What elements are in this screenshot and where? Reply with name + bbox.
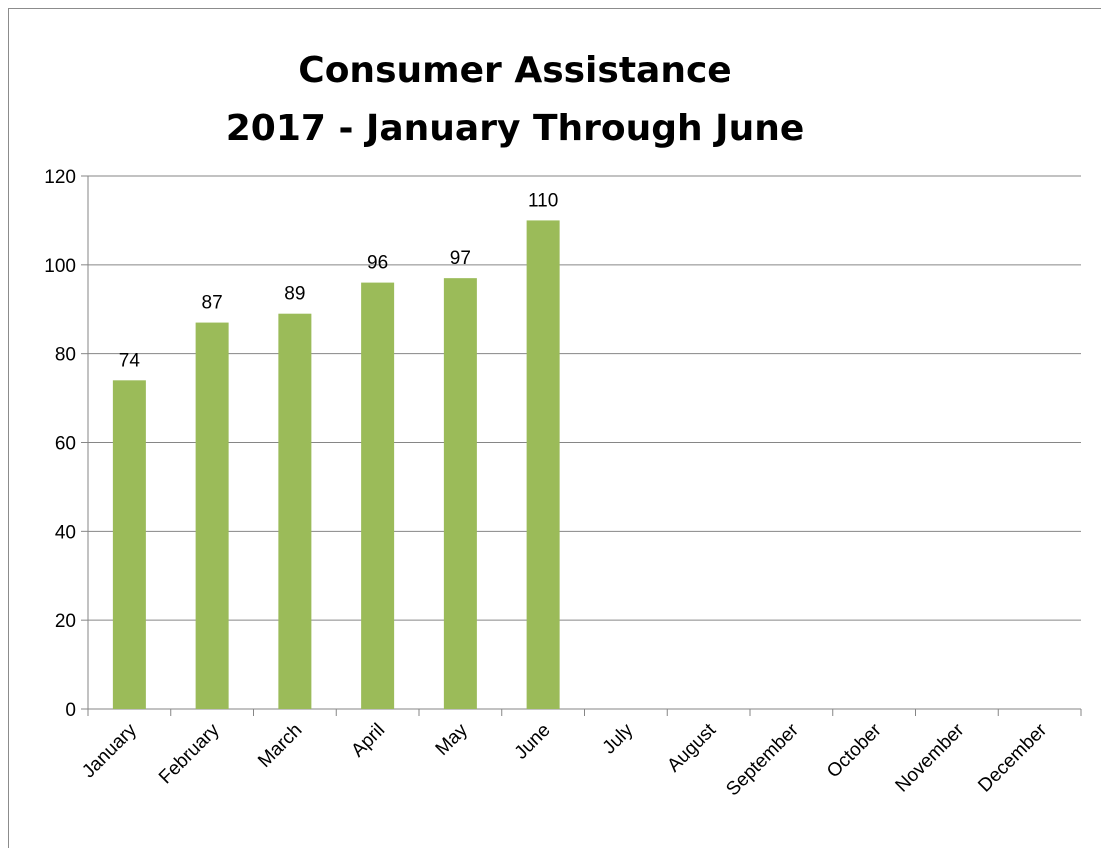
chart-title-line-2: 2017 - January Through June: [225, 108, 805, 149]
x-tick-label-january: January: [78, 719, 141, 782]
data-label-march: 89: [284, 284, 305, 305]
x-tick-label-october: October: [823, 719, 886, 782]
data-label-february: 87: [202, 293, 223, 314]
x-tick-label-may: May: [432, 719, 473, 760]
gridlines: [88, 175, 1081, 621]
y-tick-label: 120: [44, 167, 76, 188]
data-label-may: 97: [450, 248, 471, 269]
axes: [81, 175, 1082, 716]
bar-june: [526, 220, 560, 709]
y-tick-label: 0: [65, 700, 76, 721]
chart-title: Consumer Assistance 2017 - January Throu…: [0, 42, 1030, 158]
x-tick-label-june: June: [511, 720, 555, 764]
x-tick-label-february: February: [155, 719, 224, 788]
bar-april: [361, 282, 395, 709]
x-tick-label-march: March: [254, 720, 306, 772]
chart-frame: [8, 8, 1101, 848]
data-label-june: 110: [528, 190, 558, 211]
x-tick-label-september: September: [722, 719, 803, 800]
x-tick-label-april: April: [347, 720, 389, 762]
bar-may: [443, 278, 477, 709]
y-tick-label: 60: [55, 434, 76, 455]
y-tick-label: 40: [55, 522, 76, 543]
y-tick-label: 100: [44, 256, 76, 277]
x-tick-label-july: July: [599, 719, 638, 758]
bar-february: [195, 322, 229, 709]
x-tick-label-december: December: [974, 719, 1051, 796]
y-tick-label: 80: [55, 345, 76, 366]
bar-january: [112, 380, 146, 709]
x-tick-label-november: November: [892, 719, 969, 796]
data-label-january: 74: [119, 350, 141, 371]
bar-march: [278, 313, 312, 709]
bars: [112, 220, 560, 709]
data-label-april: 96: [367, 253, 388, 274]
chart-title-line-1: Consumer Assistance: [298, 50, 732, 91]
y-tick-label: 20: [55, 611, 76, 632]
x-tick-label-august: August: [663, 719, 720, 776]
